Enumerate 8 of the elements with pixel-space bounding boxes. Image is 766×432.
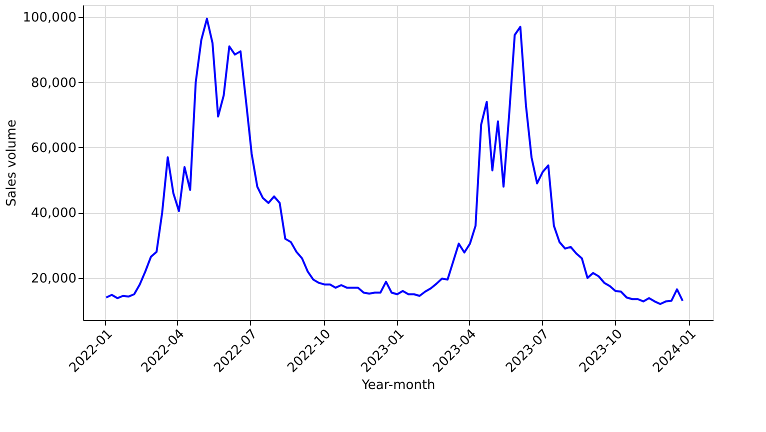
- x-axis-title: Year-month: [360, 378, 436, 394]
- y-tick-label: 80,000: [31, 76, 76, 91]
- y-tick-label: 100,000: [22, 10, 76, 26]
- y-tick-label: 40,000: [31, 206, 76, 222]
- y-tick-label: 20,000: [31, 271, 76, 286]
- y-axis-title: Sales volume: [4, 120, 20, 206]
- line-series: [105, 18, 684, 306]
- y-tick-label: 60,000: [31, 141, 76, 156]
